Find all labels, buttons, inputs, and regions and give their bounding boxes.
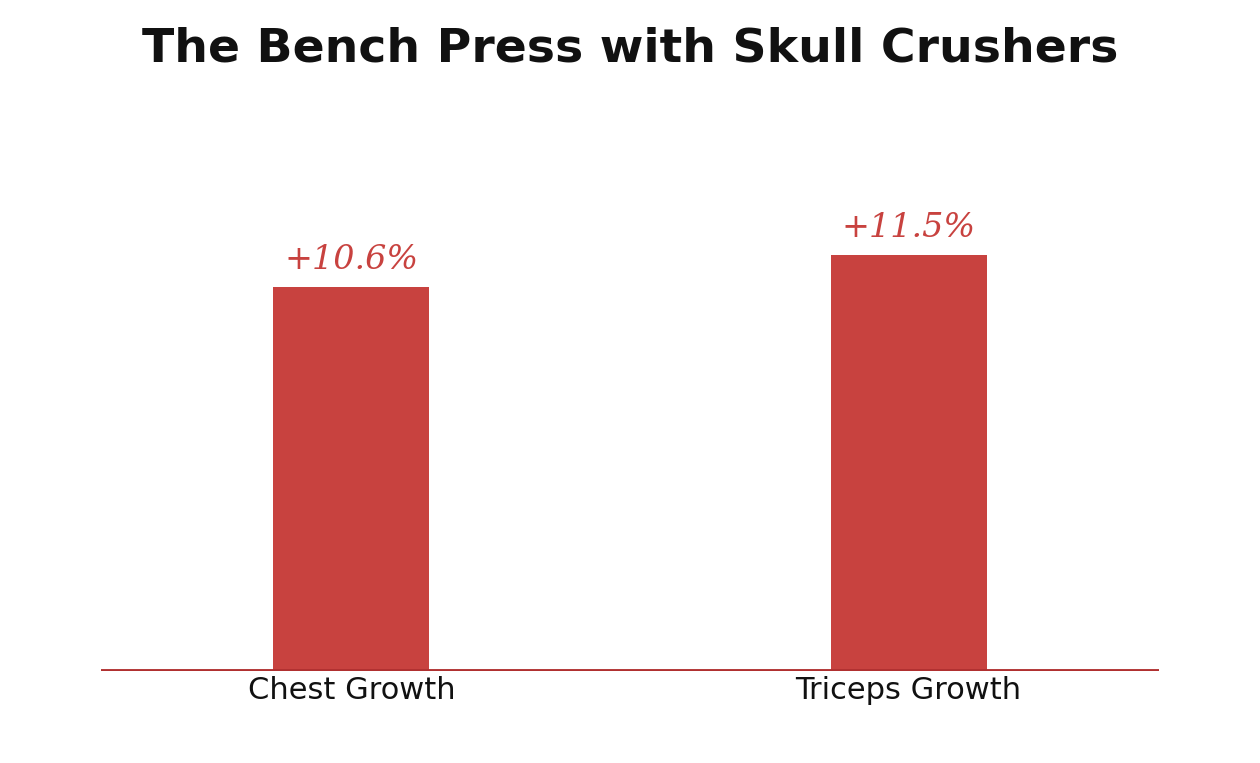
Title: The Bench Press with Skull Crushers: The Bench Press with Skull Crushers [142,26,1118,71]
Text: +10.6%: +10.6% [285,244,418,276]
Bar [830,255,987,671]
Text: +11.5%: +11.5% [842,212,975,243]
Bar [273,287,430,671]
